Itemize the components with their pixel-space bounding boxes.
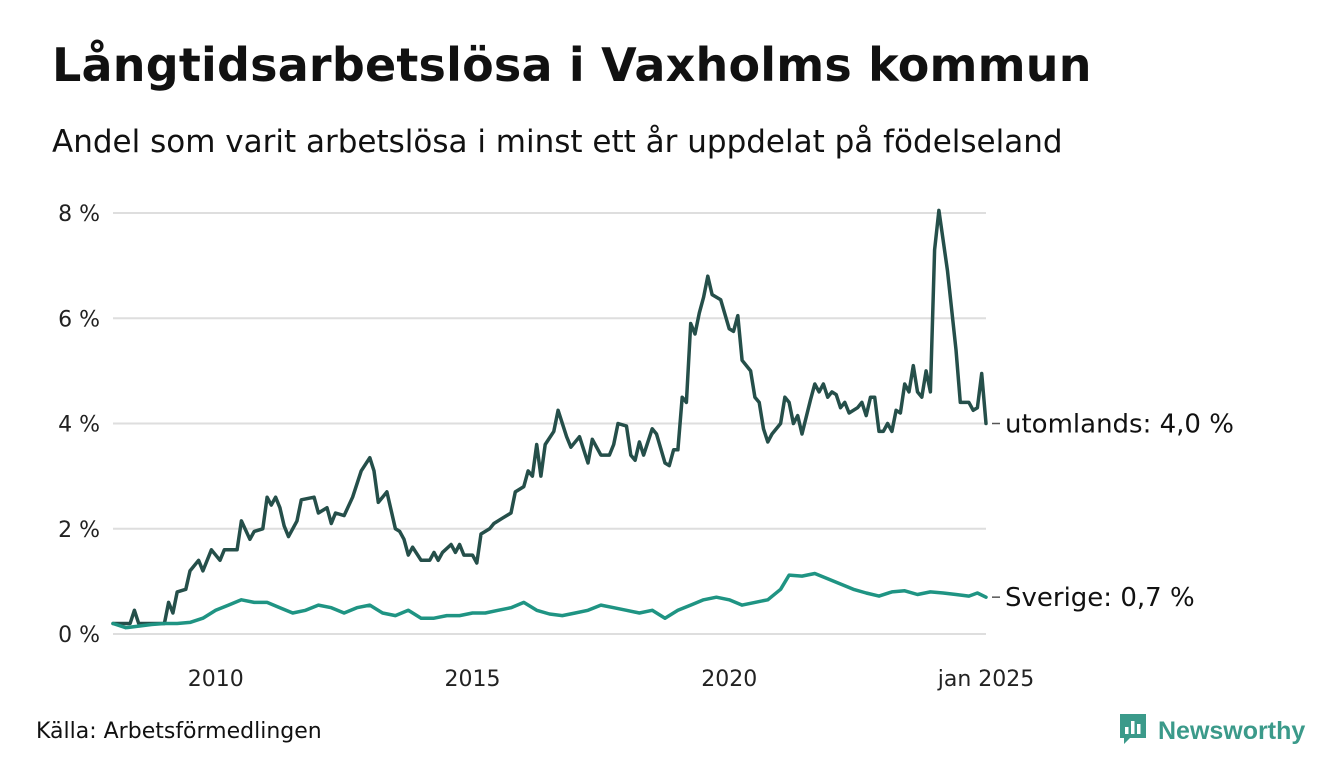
x-tick-label: 2015	[444, 667, 500, 692]
x-tick-label: 2020	[701, 667, 757, 692]
brand-name: Newsworthy	[1158, 716, 1306, 745]
gridlines	[113, 212, 986, 635]
chart-subtitle: Andel som varit arbetslösa i minst ett å…	[52, 124, 1063, 160]
series-lines	[111, 208, 988, 630]
series-end-labels: utomlands: 4,0 % Sverige: 0,7 %	[992, 410, 1234, 613]
series-end-label-sverige: Sverige: 0,7 %	[1005, 583, 1195, 613]
x-tick-label: 2010	[188, 667, 244, 692]
x-axis-ticks: 2010 2015 2020 jan 2025	[188, 667, 1035, 692]
series-line-sverige	[111, 571, 988, 630]
source-credit: Källa: Arbetsförmedlingen	[36, 719, 322, 744]
series-end-label-utomlands: utomlands: 4,0 %	[1005, 410, 1234, 440]
y-tick-label: 2 %	[58, 518, 100, 543]
brand-logo[interactable]: Newsworthy	[1118, 712, 1305, 750]
series-line-utomlands	[111, 208, 988, 626]
y-tick-label: 8 %	[58, 202, 100, 227]
newsworthy-logo-icon	[1118, 712, 1148, 750]
page-title: Långtidsarbetslösa i Vaxholms kommun	[52, 38, 1092, 92]
x-tick-label: jan 2025	[937, 667, 1035, 692]
y-tick-label: 6 %	[58, 307, 100, 332]
y-tick-label: 4 %	[58, 413, 100, 438]
y-tick-label: 0 %	[58, 623, 100, 648]
y-axis-ticks: 0 % 2 % 4 % 6 % 8 %	[58, 202, 100, 648]
line-chart: 0 % 2 % 4 % 6 % 8 % 2010 2015 2020 jan 2025 uto…	[58, 202, 1234, 692]
